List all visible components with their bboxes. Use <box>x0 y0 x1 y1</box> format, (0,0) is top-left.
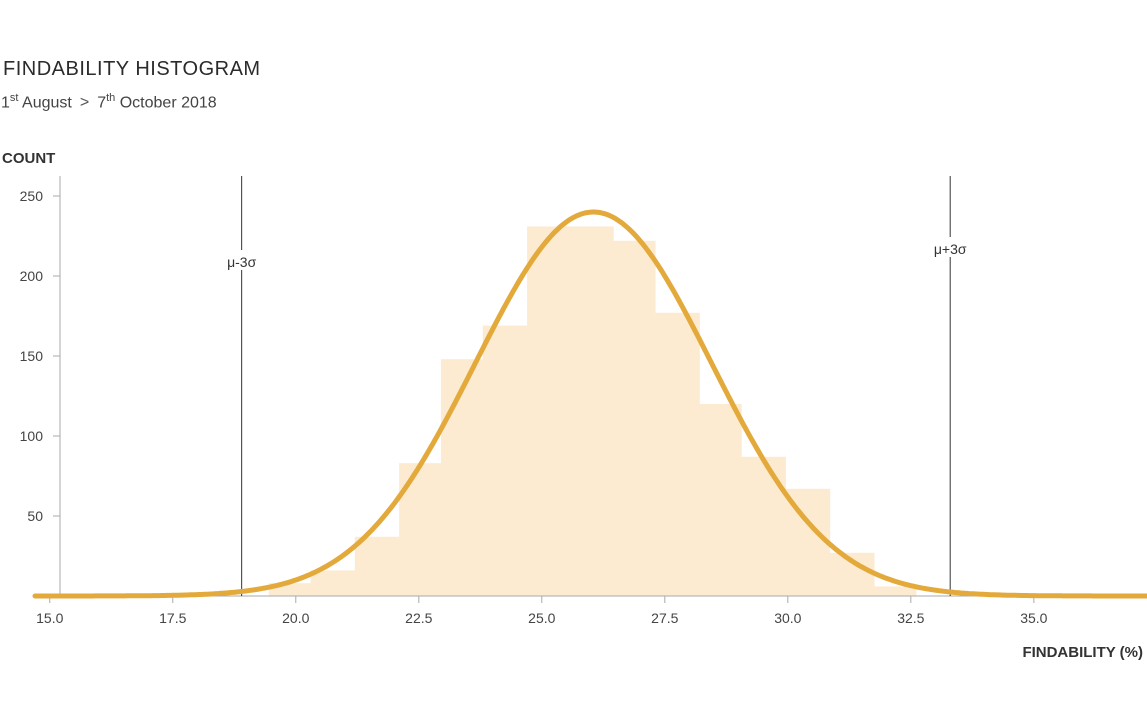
x-tick-label-1: 17.5 <box>159 610 186 626</box>
y-tick-label-2: 150 <box>20 348 44 364</box>
date-end-rest: October 2018 <box>115 94 217 112</box>
date-start-suffix: st <box>9 92 19 104</box>
y-tick-label-3: 200 <box>20 268 44 284</box>
bars-layer <box>268 226 917 597</box>
x-tick-label-5: 27.5 <box>651 610 678 626</box>
date-end-suffix: th <box>106 92 116 104</box>
y-axis-label: COUNT <box>2 150 56 167</box>
histogram-bar-3 <box>399 463 442 596</box>
normal-distribution-curve <box>32 209 1147 599</box>
histogram-bar-4 <box>440 359 484 596</box>
x-tick-label-8: 35.0 <box>1020 610 1047 626</box>
x-tick-label-7: 32.5 <box>897 610 924 626</box>
date-range: 1st August >7th October 2018 <box>1 92 217 112</box>
histogram-bar-1 <box>310 570 356 596</box>
curve-layer <box>32 209 1147 599</box>
date-start-day: 1 <box>1 94 10 112</box>
x-tick-label-4: 25.0 <box>528 610 555 626</box>
date-start-rest: August <box>18 94 72 112</box>
date-end-day: 7 <box>97 94 107 112</box>
histogram-bar-5 <box>482 325 528 596</box>
histogram-bar-6 <box>527 226 570 596</box>
y-tick-label-0: 50 <box>27 508 43 524</box>
y-tick-label-1: 100 <box>20 428 44 444</box>
x-tick-label-3: 22.5 <box>405 610 432 626</box>
x-tick-label-6: 30.0 <box>774 610 801 626</box>
x-axis-label: FINDABILITY (%) <box>1022 644 1143 661</box>
reference-line-label-0: μ-3σ <box>227 254 257 270</box>
y-tick-label-4: 250 <box>20 188 44 204</box>
histogram-bar-10 <box>699 404 742 596</box>
histogram-bar-14 <box>873 586 917 596</box>
histogram-bar-11 <box>741 456 786 596</box>
histogram-bar-2 <box>354 536 400 596</box>
histogram-bar-9 <box>654 312 700 596</box>
axes-layer: 50 100 150 200 250 15.0 17.5 20.0 22.5 25.0 27.5 30… <box>20 176 1147 626</box>
x-tick-label-2: 20.0 <box>282 610 309 626</box>
x-tick-label-0: 15.0 <box>36 610 63 626</box>
chart-title: FINDABILITY HISTOGRAM <box>3 58 261 80</box>
reference-lines-layer: μ-3σ μ+3σ <box>227 176 967 596</box>
date-separator: > <box>79 94 90 112</box>
histogram-bar-7 <box>568 226 614 596</box>
reference-line-label-1: μ+3σ <box>934 241 967 257</box>
histogram-bar-8 <box>613 240 656 597</box>
